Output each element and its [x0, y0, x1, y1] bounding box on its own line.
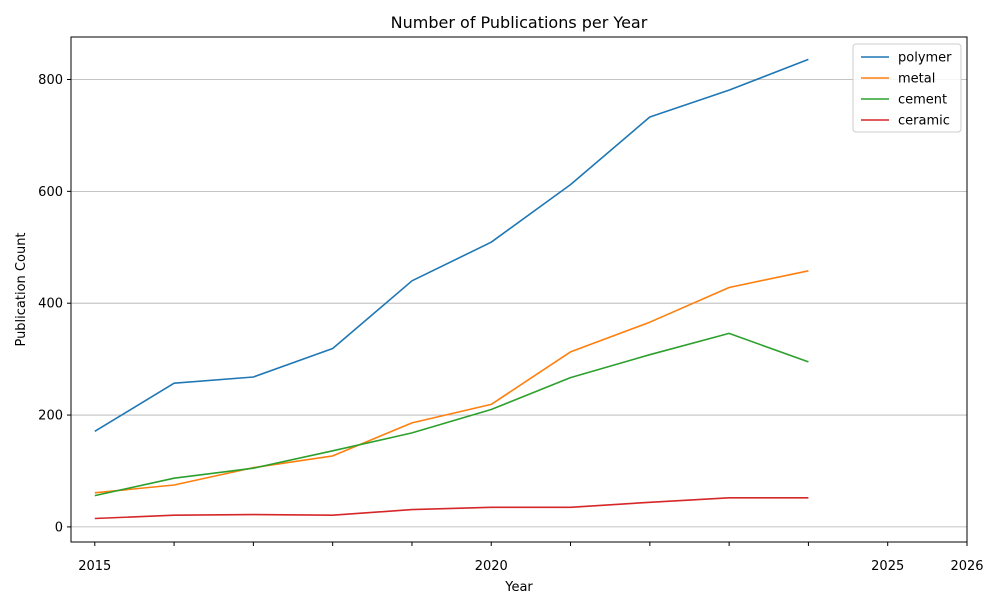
y-tick-label: 200 [38, 409, 63, 424]
series-lines [94, 58, 809, 520]
x-axis-label: Year [504, 580, 533, 595]
series-line-polymer [94, 58, 809, 432]
legend-label-metal: metal [898, 72, 935, 87]
legend-label-cement: cement [898, 93, 947, 108]
x-tick-label: 2015 [78, 559, 111, 574]
y-axis: 0 200 400 600 800 [38, 73, 71, 535]
plot-frame [70, 36, 968, 543]
x-tick-label: 2020 [475, 559, 508, 574]
y-axis-label: Publication Count [14, 232, 29, 346]
legend-box [852, 43, 962, 133]
x-axis: 2015 2020 2025 2026 [78, 542, 984, 574]
y-tick-label: 400 [38, 297, 63, 312]
legend: polymer metal cement ceramic [852, 43, 962, 133]
series-line-ceramic [94, 496, 809, 520]
legend-label-ceramic: ceramic [898, 114, 950, 129]
y-tick-label: 0 [55, 520, 63, 535]
legend-label-polymer: polymer [898, 51, 952, 66]
chart-title: Number of Publications per Year [391, 13, 648, 32]
x-tick-label: 2026 [950, 559, 983, 574]
series-line-cement [94, 332, 809, 497]
x-tick-label: 2025 [871, 559, 904, 574]
series-line-metal [94, 270, 809, 494]
grid-lines [71, 79, 967, 528]
y-tick-label: 800 [38, 73, 63, 88]
y-tick-label: 600 [38, 185, 63, 200]
